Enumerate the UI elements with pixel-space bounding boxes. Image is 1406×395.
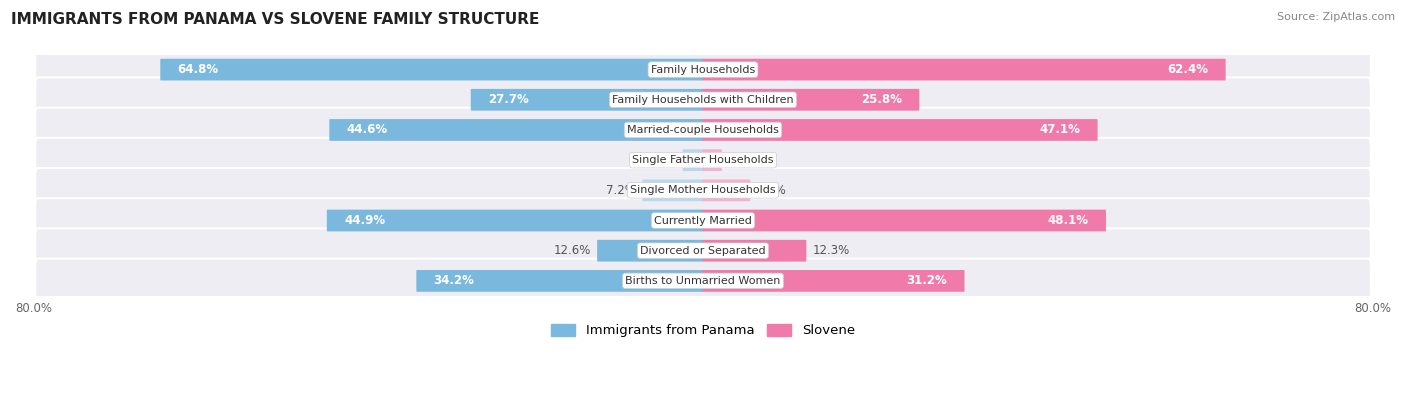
Text: IMMIGRANTS FROM PANAMA VS SLOVENE FAMILY STRUCTURE: IMMIGRANTS FROM PANAMA VS SLOVENE FAMILY…	[11, 12, 540, 27]
Text: 2.4%: 2.4%	[647, 154, 676, 167]
Text: 44.6%: 44.6%	[346, 124, 388, 136]
FancyBboxPatch shape	[703, 119, 1098, 141]
Text: 27.7%: 27.7%	[488, 93, 529, 106]
FancyBboxPatch shape	[703, 59, 1226, 81]
Text: 44.9%: 44.9%	[344, 214, 385, 227]
Text: Divorced or Separated: Divorced or Separated	[640, 246, 766, 256]
Text: 12.6%: 12.6%	[554, 244, 591, 257]
FancyBboxPatch shape	[643, 179, 703, 201]
FancyBboxPatch shape	[35, 259, 1371, 303]
FancyBboxPatch shape	[35, 198, 1371, 243]
FancyBboxPatch shape	[35, 168, 1371, 213]
FancyBboxPatch shape	[35, 47, 1371, 92]
Text: Source: ZipAtlas.com: Source: ZipAtlas.com	[1277, 12, 1395, 22]
FancyBboxPatch shape	[35, 77, 1371, 122]
FancyBboxPatch shape	[703, 270, 965, 292]
FancyBboxPatch shape	[682, 149, 703, 171]
Text: 25.8%: 25.8%	[862, 93, 903, 106]
FancyBboxPatch shape	[35, 138, 1371, 182]
FancyBboxPatch shape	[703, 179, 751, 201]
FancyBboxPatch shape	[416, 270, 703, 292]
Text: Family Households: Family Households	[651, 65, 755, 75]
Text: 2.2%: 2.2%	[728, 154, 758, 167]
Text: 7.2%: 7.2%	[606, 184, 636, 197]
Text: 64.8%: 64.8%	[177, 63, 218, 76]
Text: 47.1%: 47.1%	[1039, 124, 1080, 136]
Text: 31.2%: 31.2%	[907, 275, 948, 288]
FancyBboxPatch shape	[326, 210, 703, 231]
FancyBboxPatch shape	[329, 119, 703, 141]
Text: 48.1%: 48.1%	[1047, 214, 1088, 227]
Text: Family Households with Children: Family Households with Children	[612, 95, 794, 105]
Text: Single Mother Households: Single Mother Households	[630, 185, 776, 196]
FancyBboxPatch shape	[703, 149, 721, 171]
Text: 12.3%: 12.3%	[813, 244, 849, 257]
FancyBboxPatch shape	[598, 240, 703, 261]
Text: 62.4%: 62.4%	[1167, 63, 1209, 76]
Legend: Immigrants from Panama, Slovene: Immigrants from Panama, Slovene	[546, 318, 860, 342]
Text: Currently Married: Currently Married	[654, 216, 752, 226]
FancyBboxPatch shape	[471, 89, 703, 111]
Text: 34.2%: 34.2%	[433, 275, 474, 288]
Text: 5.6%: 5.6%	[756, 184, 786, 197]
FancyBboxPatch shape	[35, 107, 1371, 152]
FancyBboxPatch shape	[160, 59, 703, 81]
Text: Married-couple Households: Married-couple Households	[627, 125, 779, 135]
FancyBboxPatch shape	[703, 210, 1107, 231]
FancyBboxPatch shape	[703, 240, 807, 261]
FancyBboxPatch shape	[35, 228, 1371, 273]
Text: Single Father Households: Single Father Households	[633, 155, 773, 165]
FancyBboxPatch shape	[703, 89, 920, 111]
Text: Births to Unmarried Women: Births to Unmarried Women	[626, 276, 780, 286]
